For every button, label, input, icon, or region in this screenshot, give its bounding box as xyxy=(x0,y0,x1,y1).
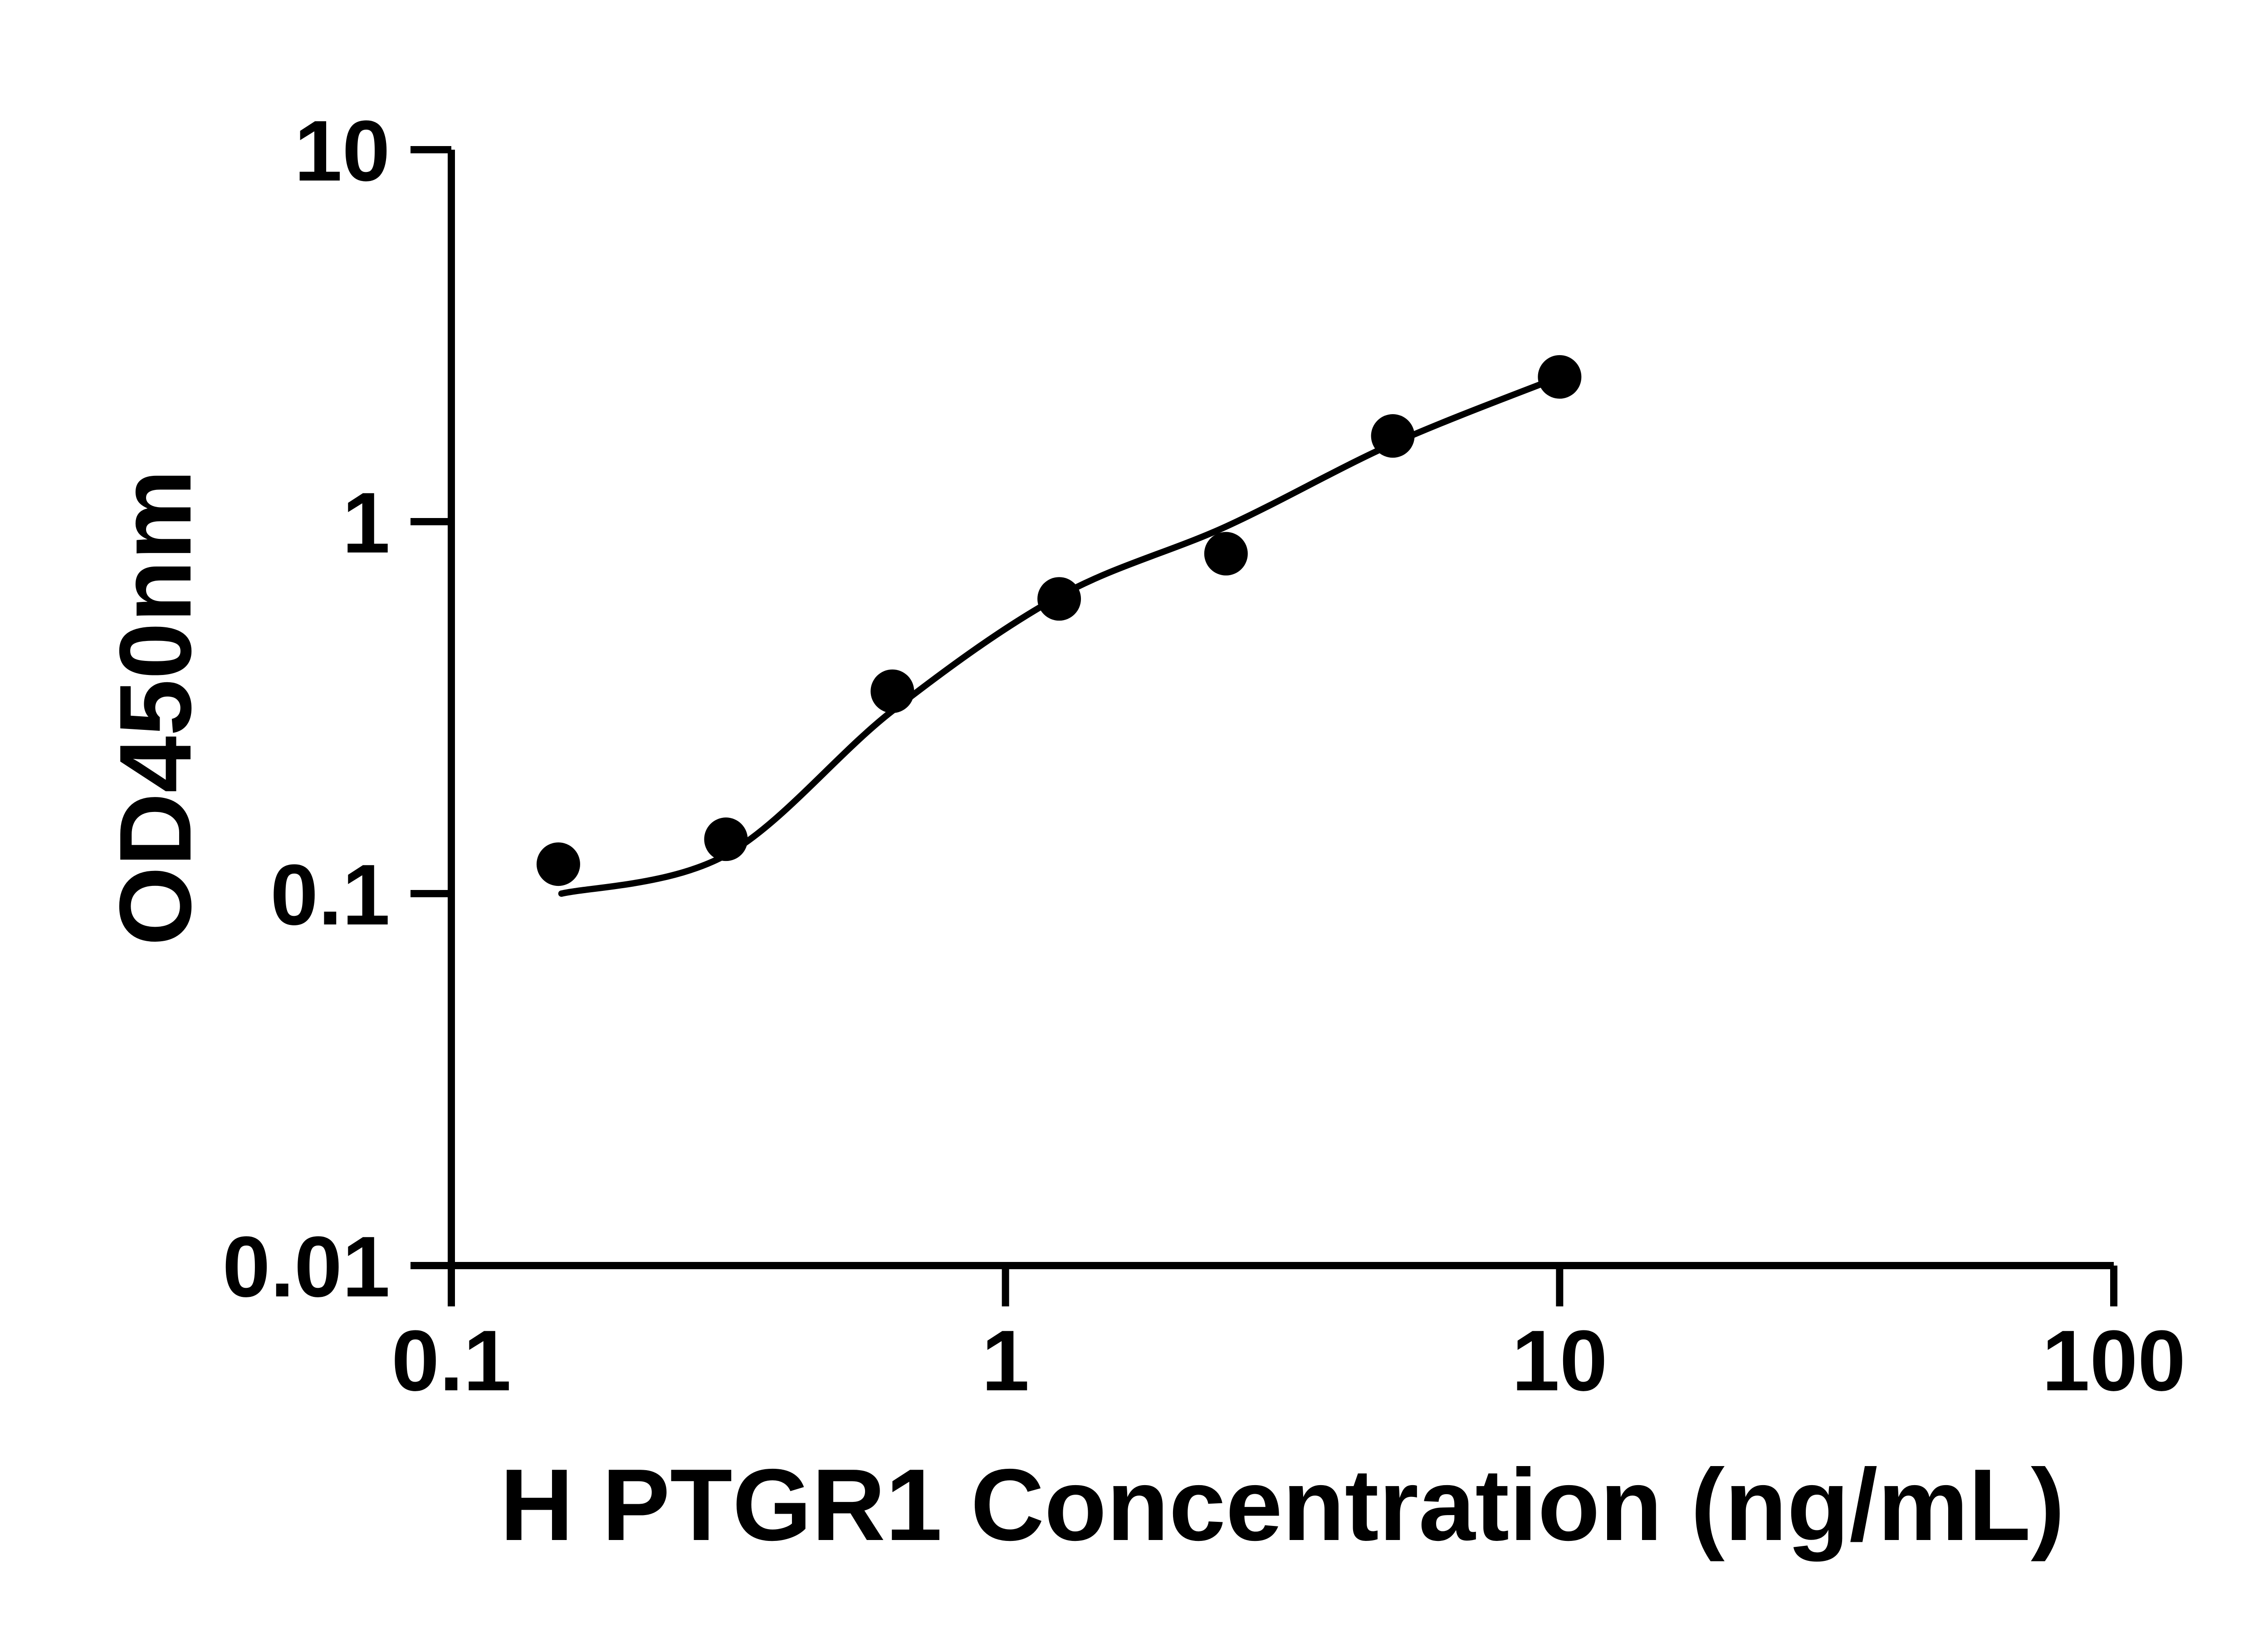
data-point xyxy=(870,669,914,713)
x-tick-label: 0.1 xyxy=(391,1313,511,1409)
y-tick-label: 1 xyxy=(342,475,390,571)
axis-spine xyxy=(448,150,2114,1269)
data-point xyxy=(1204,532,1248,576)
data-points-layer xyxy=(536,355,1582,886)
fit-curve-layer xyxy=(558,373,1563,897)
data-point xyxy=(1538,355,1582,399)
y-axis-title: OD450nm xyxy=(98,469,212,946)
y-tick-label: 0.1 xyxy=(270,847,390,943)
x-tick-label: 1 xyxy=(982,1313,1030,1409)
data-point xyxy=(1371,414,1415,458)
fit-curve-path xyxy=(558,373,1563,897)
data-point xyxy=(704,817,748,861)
data-point xyxy=(536,842,580,886)
x-axis-title: H PTGR1 Concentration (ng/mL) xyxy=(500,1447,2065,1562)
y-tick-label: 0.01 xyxy=(222,1219,390,1315)
data-point xyxy=(1037,577,1081,621)
x-tick-label: 100 xyxy=(2042,1313,2185,1409)
x-tick-label: 10 xyxy=(1512,1313,1608,1409)
y-tick-label: 10 xyxy=(294,103,390,199)
